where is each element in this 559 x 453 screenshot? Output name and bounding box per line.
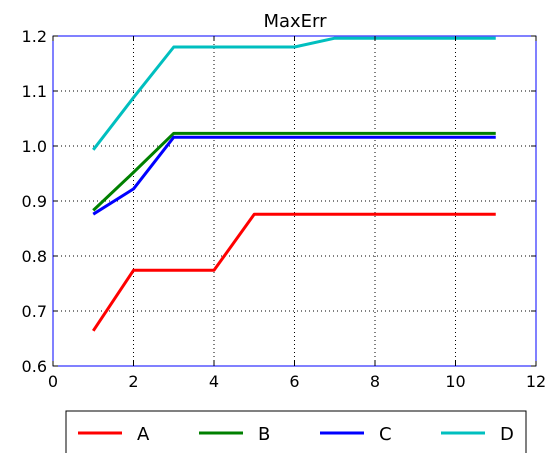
y-tick-label: 1.1	[22, 82, 47, 101]
y-tick-label: 0.9	[22, 192, 47, 211]
legend-label-d: D	[500, 424, 514, 445]
x-tick-label: 2	[128, 372, 138, 391]
y-tick-label: 1.2	[22, 27, 47, 46]
legend-label-b: B	[258, 424, 270, 445]
series-line-c	[92, 135, 496, 216]
y-tick-label: 0.6	[22, 357, 47, 376]
y-tick-label: 0.7	[22, 302, 47, 321]
x-tick-label: 4	[209, 372, 219, 391]
y-tick-label: 0.8	[22, 247, 47, 266]
y-tick-label: 1.0	[22, 137, 47, 156]
series-line-d	[92, 36, 496, 151]
series-layer	[92, 36, 496, 332]
x-tick-label: 10	[445, 372, 465, 391]
legend: A B C D	[65, 410, 527, 453]
x-tick-label: 8	[370, 372, 380, 391]
x-tick-label: 12	[526, 372, 546, 391]
tick-layer: 0 2 4 6 8 10 12 0.6 0.7 0.8 0.9 1.0 1.1 1.2	[22, 27, 547, 391]
x-tick-label: 6	[289, 372, 299, 391]
legend-label-c: C	[379, 424, 392, 445]
series-line-a	[92, 212, 496, 332]
series-line-b	[92, 131, 496, 212]
x-tick-label: 0	[48, 372, 58, 391]
chart-title: MaxErr	[263, 11, 327, 32]
grid-layer	[53, 36, 536, 366]
legend-label-a: A	[137, 424, 150, 445]
